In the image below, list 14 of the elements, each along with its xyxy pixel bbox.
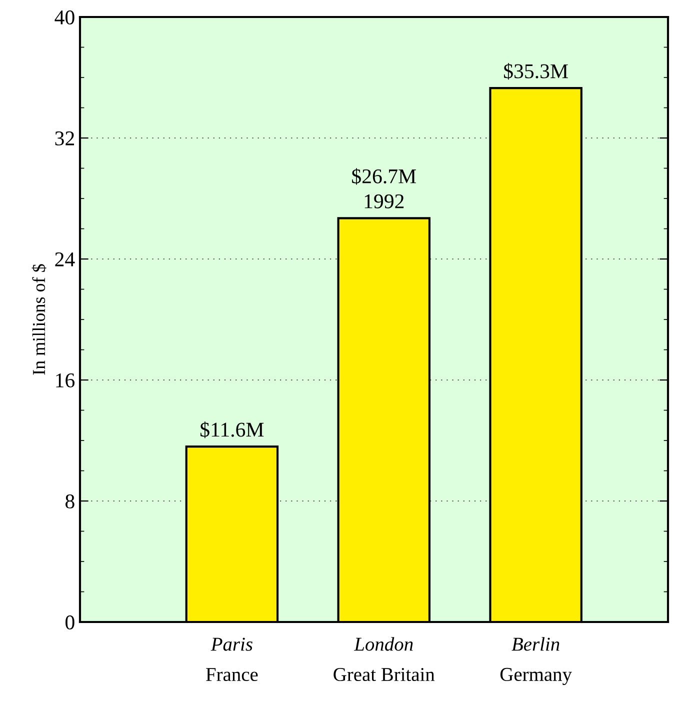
x-tick-label: Paris France [206,638,258,682]
y-tick-label: 32 [55,131,74,146]
y-tick-label: 40 [54,10,74,24]
y-axis-title: In millions of $ [32,264,46,375]
y-tick-label: 8 [66,494,74,508]
y-tick-label: 16 [56,373,75,388]
data-label: $11.6M [200,421,264,438]
y-tick-label: 24 [55,252,75,266]
x-tick-label: Berlin Germany [500,637,572,686]
annotation: 1992 [364,194,404,208]
y-tick-label: 0 [66,615,74,630]
data-label: $26.7M [352,168,416,185]
x-tick-label: London Great Britain [334,637,435,682]
data-label: $35.3M [504,63,568,80]
